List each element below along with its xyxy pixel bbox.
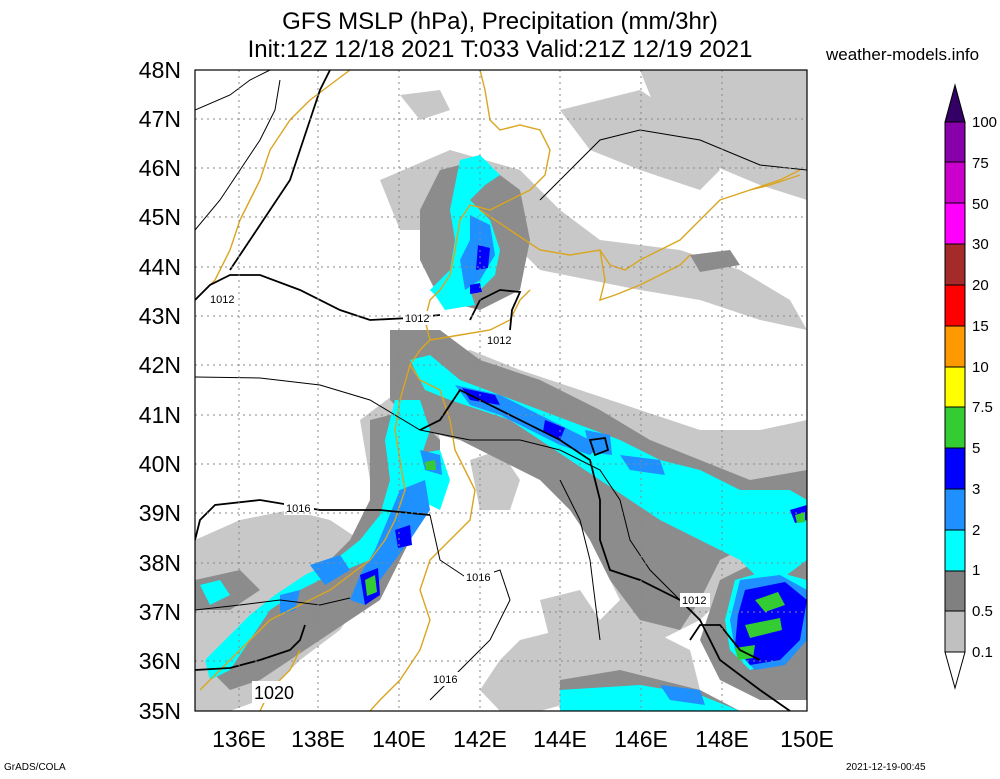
lat-label: 48N: [139, 57, 181, 83]
isobars: [195, 70, 807, 711]
legend-swatches: [944, 121, 966, 653]
legend-label: 100: [972, 114, 997, 131]
lon-label: 136E: [212, 726, 266, 752]
lat-label: 44N: [139, 254, 181, 280]
legend-label: 0.1: [972, 644, 993, 661]
lat-label: 47N: [139, 106, 181, 132]
legend-label: 30: [972, 236, 989, 253]
lat-label: 42N: [139, 352, 181, 378]
legend-bottom-arrow: [944, 651, 966, 690]
isobar-label: 1012: [210, 294, 234, 306]
lon-label: 150E: [780, 726, 834, 752]
isobar-label: 1016: [433, 674, 457, 686]
lat-label: 38N: [139, 550, 181, 576]
isobar-label: 1016: [286, 503, 310, 515]
latitude-axis: 48N 47N 46N 45N 44N 43N 42N 41N 40N 39N …: [139, 57, 181, 724]
legend-label: 75: [972, 155, 989, 172]
legend-label: 10: [972, 359, 989, 376]
coastlines: [195, 70, 801, 711]
lat-label: 43N: [139, 303, 181, 329]
isobar-label: 1020: [254, 683, 294, 703]
lat-label: 41N: [139, 402, 181, 428]
map-frame: [194, 69, 808, 712]
lon-label: 144E: [533, 726, 587, 752]
isobar-label: 1012: [405, 313, 429, 325]
legend-label: 5: [972, 440, 980, 457]
lon-label: 138E: [291, 726, 345, 752]
legend-label: 50: [972, 196, 989, 213]
lon-label: 142E: [453, 726, 507, 752]
lat-label: 40N: [139, 451, 181, 477]
precip-field: [195, 70, 807, 711]
isobar-label: 1016: [466, 572, 490, 584]
legend-labels: 100 75 50 30 20 15 10 7.5 5 3 2 1 0.5 0.…: [972, 114, 997, 661]
legend-top-arrow: [944, 83, 966, 123]
lon-label: 140E: [372, 726, 426, 752]
lat-label: 37N: [139, 599, 181, 625]
legend-label: 7.5: [972, 399, 993, 416]
isobar-labels: 1012 1012 1012 1016 1016 1016 1012 1020: [208, 292, 710, 703]
legend-label: 15: [972, 318, 989, 335]
legend-label: 0.5: [972, 603, 993, 620]
footer-credit: GrADS/COLA: [4, 762, 66, 773]
lon-label: 148E: [695, 726, 749, 752]
longitude-axis: 136E 138E 140E 142E 144E 146E 148E 150E: [212, 726, 834, 752]
site-credit: weather-models.info: [826, 45, 980, 64]
precip-legend: 100 75 50 30 20 15 10 7.5 5 3 2 1 0.5 0.…: [944, 83, 997, 690]
chart-subtitle: Init:12Z 12/18 2021 T:033 Valid:21Z 12/1…: [247, 36, 753, 63]
lat-label: 39N: [139, 500, 181, 526]
lon-label: 146E: [614, 726, 668, 752]
lat-label: 46N: [139, 155, 181, 181]
isobar-label: 1012: [487, 335, 511, 347]
footer-timestamp: 2021-12-19-00:45: [846, 762, 926, 773]
chart-title: GFS MSLP (hPa), Precipitation (mm/3hr): [282, 8, 718, 35]
legend-label: 20: [972, 277, 989, 294]
lat-label: 36N: [139, 648, 181, 674]
lat-label: 45N: [139, 204, 181, 230]
lat-label: 35N: [139, 698, 181, 724]
isobar-label: 1012: [682, 595, 706, 607]
lat-lon-grid: [195, 70, 807, 711]
legend-label: 1: [972, 562, 980, 579]
legend-label: 3: [972, 481, 980, 498]
legend-label: 2: [972, 522, 980, 539]
